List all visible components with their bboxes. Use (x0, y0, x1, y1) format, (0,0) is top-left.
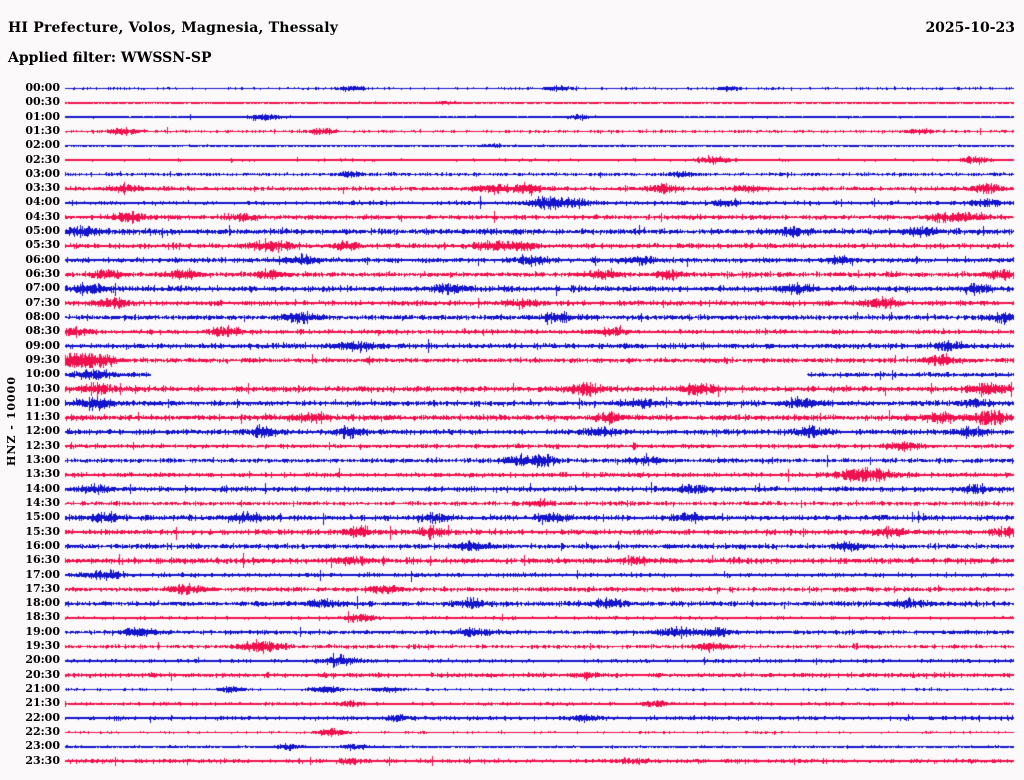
time-label: 17:30 (25, 581, 60, 595)
time-label: 19:30 (25, 639, 60, 653)
time-label: 19:00 (25, 624, 60, 638)
time-label: 05:00 (25, 224, 60, 238)
time-label: 06:30 (25, 267, 60, 281)
time-label: 23:00 (25, 739, 60, 753)
time-label: 01:00 (25, 109, 60, 123)
time-label: 12:30 (25, 438, 60, 452)
time-label: 00:00 (25, 81, 60, 94)
time-label: 09:30 (25, 352, 60, 366)
time-label: 09:00 (25, 338, 60, 352)
time-label: 18:00 (25, 596, 60, 610)
time-label: 07:30 (25, 295, 60, 309)
time-label: 00:30 (25, 95, 60, 109)
time-label: 10:00 (25, 367, 60, 381)
time-label: 22:00 (25, 710, 60, 724)
time-label: 21:00 (25, 682, 60, 696)
time-label: 01:30 (25, 123, 60, 137)
applied-filter-label: Applied filter: WWSSN-SP (8, 50, 212, 66)
time-label: 16:00 (25, 538, 60, 552)
time-label: 02:30 (25, 152, 60, 166)
time-label: 14:30 (25, 495, 60, 509)
time-label: 04:00 (25, 195, 60, 209)
time-label: 10:30 (25, 381, 60, 395)
time-label: 15:30 (25, 524, 60, 538)
time-label: 21:30 (25, 696, 60, 710)
time-label: 15:00 (25, 510, 60, 524)
time-label: 18:30 (25, 610, 60, 624)
time-label: 06:00 (25, 252, 60, 266)
time-label: 03:00 (25, 166, 60, 180)
time-label: 14:00 (25, 481, 60, 495)
time-label: 02:00 (25, 138, 60, 152)
time-label: 05:30 (25, 238, 60, 252)
time-label: 20:00 (25, 653, 60, 667)
time-label: 11:30 (25, 410, 60, 424)
time-label: 12:00 (25, 424, 60, 438)
time-label: 20:30 (25, 667, 60, 681)
time-label: 13:00 (25, 453, 60, 467)
time-label: 07:00 (25, 281, 60, 295)
date-label: 2025-10-23 (925, 20, 1015, 36)
time-label: 03:30 (25, 181, 60, 195)
time-label: 04:30 (25, 209, 60, 223)
time-label: 17:00 (25, 567, 60, 581)
time-label: 13:30 (25, 467, 60, 481)
time-label: 16:30 (25, 553, 60, 567)
time-label: 22:30 (25, 724, 60, 738)
time-label: 11:00 (25, 395, 60, 409)
page-title: HI Prefecture, Volos, Magnesia, Thessaly (8, 20, 339, 36)
time-label: 08:00 (25, 309, 60, 323)
time-label: 23:30 (25, 753, 60, 767)
time-label: 08:30 (25, 324, 60, 338)
